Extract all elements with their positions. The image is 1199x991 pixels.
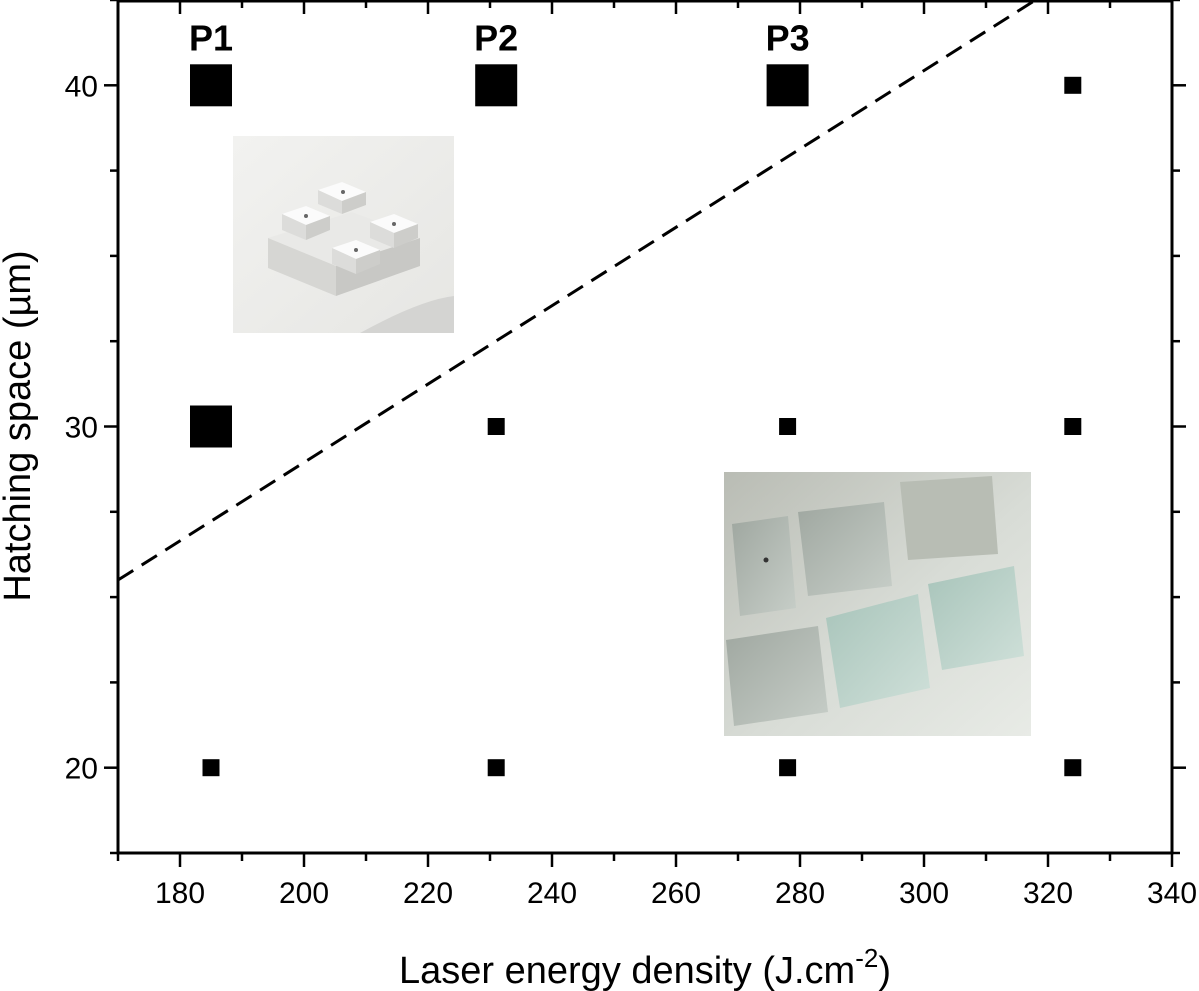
data-point bbox=[1064, 759, 1082, 777]
x-tick-label: 340 bbox=[1147, 877, 1197, 910]
white-sample-photo-inset bbox=[233, 136, 454, 333]
data-point bbox=[190, 405, 232, 448]
x-tick-label: 300 bbox=[899, 877, 949, 910]
glass-squares-photo-inset bbox=[724, 472, 1031, 736]
y-axis-tick-labels: 20 30 40 bbox=[65, 70, 98, 785]
y-tick-label: 40 bbox=[65, 70, 98, 103]
data-point bbox=[487, 759, 505, 777]
y-axis-title: Hatching space (µm) bbox=[0, 250, 39, 601]
x-tick-label: 220 bbox=[403, 877, 453, 910]
x-axis-tick-labels: 180 200 220 240 260 280 300 320 340 bbox=[155, 877, 1197, 910]
point-label: P2 bbox=[474, 17, 518, 58]
data-point bbox=[766, 64, 809, 107]
x-tick-label: 200 bbox=[279, 877, 329, 910]
data-point bbox=[1064, 76, 1082, 94]
data-point bbox=[475, 64, 518, 107]
point-labels: P1 P2 P3 bbox=[189, 17, 810, 58]
x-tick-label: 240 bbox=[527, 877, 577, 910]
data-point bbox=[202, 759, 220, 777]
y-axis-ticks bbox=[104, 0, 1186, 855]
data-point bbox=[487, 418, 505, 435]
x-tick-label: 320 bbox=[1023, 877, 1073, 910]
x-tick-label: 280 bbox=[775, 877, 825, 910]
point-label: P1 bbox=[189, 17, 233, 58]
data-points bbox=[190, 64, 1082, 777]
y-tick-label: 30 bbox=[65, 412, 98, 445]
dashed-boundary-line bbox=[117, 0, 1037, 582]
x-axis-ticks bbox=[116, 0, 1174, 867]
x-tick-label: 260 bbox=[651, 877, 701, 910]
data-point bbox=[1064, 418, 1082, 435]
data-point bbox=[779, 418, 797, 435]
y-tick-label: 20 bbox=[65, 753, 98, 786]
point-label: P3 bbox=[766, 17, 810, 58]
x-axis-title: Laser energy density (J.cm-2) bbox=[399, 943, 891, 991]
x-tick-label: 180 bbox=[155, 877, 205, 910]
data-point bbox=[190, 64, 232, 107]
data-point bbox=[779, 759, 797, 777]
